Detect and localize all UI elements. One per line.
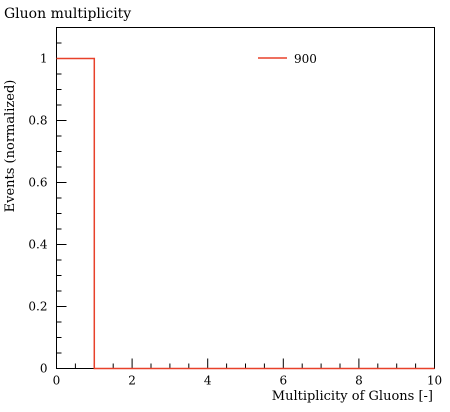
y-tick-label: 0.2 — [28, 300, 47, 314]
minor-ticks — [56, 27, 417, 369]
x-tick-label: 2 — [128, 374, 136, 388]
legend: 900 — [258, 52, 317, 66]
x-tick-label: 0 — [53, 374, 61, 388]
plot-frame — [56, 27, 435, 369]
y-tick-label: 0.6 — [28, 176, 47, 190]
x-tick-label: 6 — [279, 374, 287, 388]
y-tick-label: 0 — [40, 362, 48, 376]
y-tick-labels: 0 0.2 0.4 0.6 0.8 1 — [28, 52, 47, 376]
y-axis-label: Events (normalized) — [3, 80, 18, 213]
x-tick-label: 10 — [427, 374, 442, 388]
major-ticks — [56, 58, 435, 369]
series-step-line-900 — [56, 57, 435, 370]
x-tick-label: 8 — [355, 374, 363, 388]
x-tick-label: 4 — [204, 374, 212, 388]
x-axis-label: Multiplicity of Gluons [-] — [272, 389, 433, 404]
x-tick-labels: 0 2 4 6 8 10 — [53, 374, 442, 388]
series-layer — [56, 57, 435, 370]
y-tick-label: 0.4 — [28, 238, 47, 252]
chart-title: Gluon multiplicity — [4, 6, 131, 22]
y-tick-label: 1 — [40, 52, 48, 66]
legend-label-900: 900 — [294, 52, 317, 66]
y-tick-label: 0.8 — [28, 114, 47, 128]
